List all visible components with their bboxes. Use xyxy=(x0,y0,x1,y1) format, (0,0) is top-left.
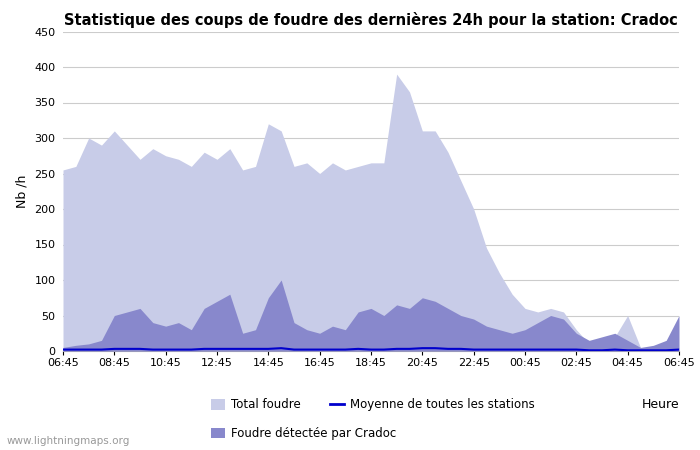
Text: Heure: Heure xyxy=(641,398,679,411)
Title: Statistique des coups de foudre des dernières 24h pour la station: Cradoc: Statistique des coups de foudre des dern… xyxy=(64,12,678,27)
Legend: Foudre détectée par Cradoc: Foudre détectée par Cradoc xyxy=(211,427,396,440)
Text: www.lightningmaps.org: www.lightningmaps.org xyxy=(7,436,130,446)
Y-axis label: Nb /h: Nb /h xyxy=(15,175,29,208)
